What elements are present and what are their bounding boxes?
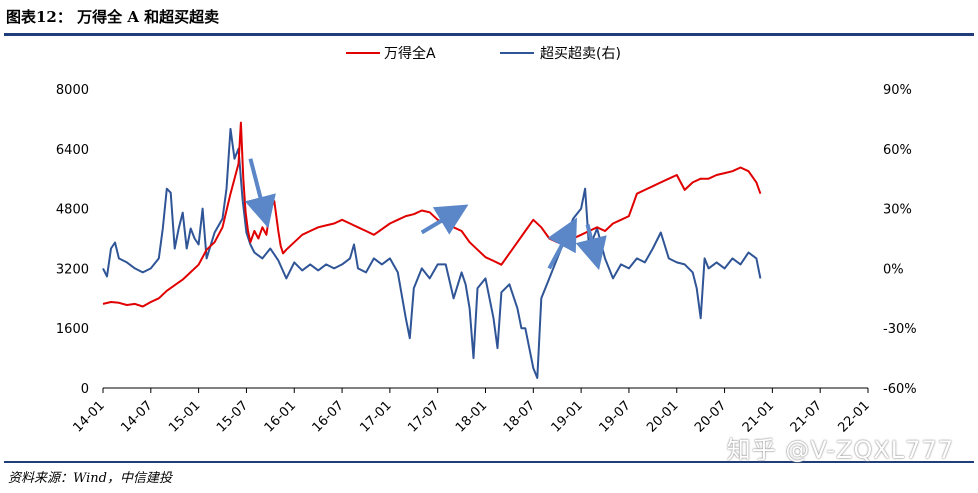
- y-right-tick-label: 0%: [883, 262, 904, 277]
- y-left-ticks: 0 1600 3200 4800 6400 8000: [56, 83, 89, 397]
- x-ticks: 14-01 14-07 15-01 15-07 16-01 16-07 17-01 17-07…: [71, 388, 873, 436]
- y-right-tick-label: -30%: [883, 322, 917, 337]
- annotation-arrow: [575, 224, 607, 271]
- x-tick-label: 19-07: [596, 398, 633, 435]
- annotation-arrow: [244, 158, 276, 229]
- annotation-arrow: [420, 204, 469, 235]
- x-tick-label: 18-01: [453, 398, 490, 435]
- footer-rule: [4, 461, 974, 463]
- x-tick-label: 17-07: [405, 398, 442, 435]
- x-tick-label: 20-01: [644, 398, 681, 435]
- x-tick-label: 15-07: [214, 398, 251, 435]
- series-line-wind-a: [102, 121, 762, 308]
- y-left-tick-label: 4800: [56, 203, 89, 218]
- y-right-tick-label: 90%: [883, 83, 912, 98]
- legend: 万得全A 超买超卖(右): [346, 45, 621, 62]
- legend-label-overbought: 超买超卖(右): [540, 46, 621, 62]
- x-tick-label: 15-01: [166, 398, 203, 435]
- y-right-tick-label: -60%: [883, 382, 917, 397]
- y-right-tick-label: 60%: [883, 143, 912, 158]
- watermark: 知乎 @V-ZQXL777: [726, 436, 954, 464]
- source-note: 资料来源：Wind，中信建投: [8, 471, 172, 486]
- x-tick-label: 19-01: [549, 398, 586, 435]
- y-left-tick-label: 0: [81, 382, 89, 397]
- annotation-arrows: [244, 158, 607, 271]
- x-tick-label: 14-01: [71, 398, 108, 435]
- x-tick-label: 16-07: [310, 398, 347, 435]
- y-left-tick-label: 3200: [56, 262, 89, 277]
- annotation-arrow: [547, 217, 577, 270]
- x-tick-label: 17-01: [357, 398, 394, 435]
- x-tick-label: 20-07: [692, 398, 729, 435]
- y-left-tick-label: 8000: [56, 83, 89, 98]
- figure-title: 图表12： 万得全 A 和超买超卖: [6, 8, 220, 26]
- y-left-tick-label: 6400: [56, 143, 89, 158]
- y-right-tick-label: 30%: [883, 203, 912, 218]
- x-tick-label: 18-07: [501, 398, 538, 435]
- x-tick-label: 14-07: [118, 398, 155, 435]
- y-right-ticks: -60% -30% 0% 30% 60% 90%: [883, 83, 917, 397]
- x-tick-label: 16-01: [262, 398, 299, 435]
- legend-label-wind-a: 万得全A: [384, 45, 436, 62]
- series-line-overbought: [102, 127, 762, 379]
- title-rule: [4, 33, 974, 36]
- y-left-tick-label: 1600: [56, 322, 89, 337]
